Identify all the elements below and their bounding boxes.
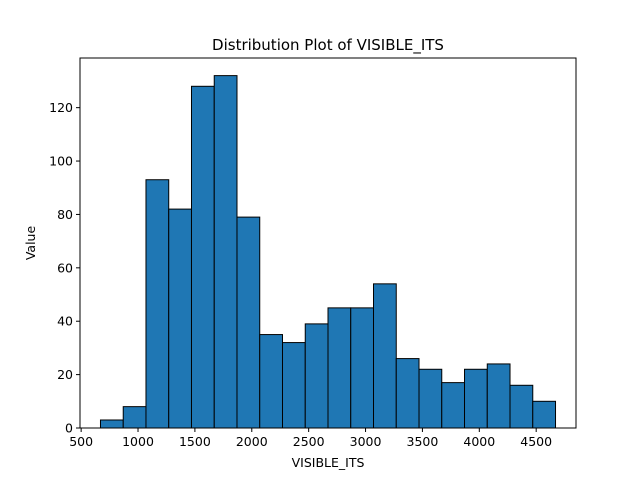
x-axis-ticks: 500 1000 1500 2000 2500 3000 3500 4000 4500 xyxy=(69,428,552,449)
histogram-bar xyxy=(213,75,238,429)
x-tick-label: 4000 xyxy=(463,434,495,449)
x-tick-label: 2500 xyxy=(293,434,325,449)
histogram-bar xyxy=(441,382,466,429)
histogram-bar xyxy=(259,334,283,429)
histogram-bar xyxy=(418,368,443,429)
histogram-bar xyxy=(532,400,557,429)
y-tick-label: 80 xyxy=(57,207,73,222)
bars-group xyxy=(99,75,557,429)
histogram-bar xyxy=(373,283,397,429)
x-tick-label: 3000 xyxy=(350,434,382,449)
plot-frame xyxy=(79,57,577,429)
histogram-bar xyxy=(464,368,488,429)
x-tick-label: 3500 xyxy=(407,434,439,449)
x-tick-label: 1000 xyxy=(122,434,154,449)
histogram-bar xyxy=(99,419,124,429)
histogram-bar xyxy=(168,208,192,429)
histogram-bar xyxy=(304,323,329,429)
y-axis-label: Value xyxy=(23,226,38,261)
x-tick-label: 500 xyxy=(69,434,93,449)
histogram-bar xyxy=(350,307,375,429)
histogram-bar xyxy=(236,216,261,429)
y-tick-label: 100 xyxy=(49,154,73,169)
chart-title: Distribution Plot of VISIBLE_ITS xyxy=(212,36,444,55)
histogram-bar xyxy=(486,363,511,429)
histogram-bar xyxy=(122,406,147,429)
histogram-bar xyxy=(190,85,215,429)
y-axis-ticks: 0 20 40 60 80 100 120 xyxy=(49,100,80,436)
histogram-bar xyxy=(509,384,534,429)
histogram-bar xyxy=(327,307,352,429)
x-tick-label: 1500 xyxy=(179,434,211,449)
x-tick-label: 2000 xyxy=(236,434,268,449)
histogram-bar xyxy=(395,358,420,429)
y-tick-label: 60 xyxy=(57,260,73,275)
histogram-bar xyxy=(145,179,170,429)
y-tick-label: 120 xyxy=(49,100,73,115)
y-tick-label: 0 xyxy=(65,421,73,436)
y-tick-label: 40 xyxy=(57,314,73,329)
y-tick-label: 20 xyxy=(57,367,73,382)
x-axis-label: VISIBLE_ITS xyxy=(292,455,365,470)
histogram-bar xyxy=(281,342,306,429)
x-tick-label: 4500 xyxy=(520,434,552,449)
